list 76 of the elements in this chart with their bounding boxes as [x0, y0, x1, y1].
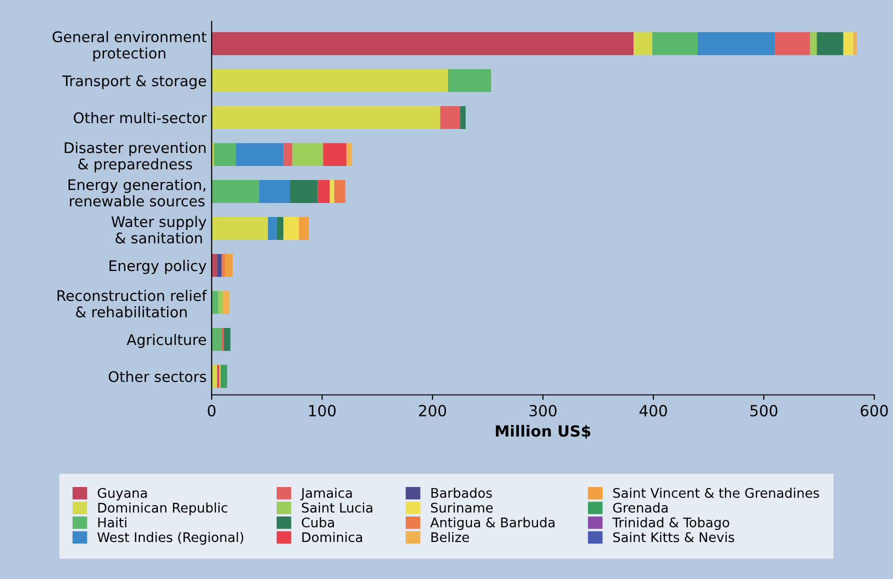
bar [330, 180, 334, 203]
x-tick-label: 200 [419, 404, 446, 416]
bar [217, 254, 222, 277]
bar [214, 143, 236, 166]
bar [334, 180, 346, 203]
bar [222, 254, 225, 277]
bar [218, 290, 223, 314]
bar [212, 69, 448, 92]
y-tick-label: Energy generation, renewable sources [68, 178, 206, 207]
y-tick-label: Other multi-sector [74, 112, 207, 124]
legend-label: Haiti [98, 517, 126, 528]
bar [212, 32, 634, 56]
x-axis-title: Million US$ [496, 424, 590, 439]
y-tick-label: Agriculture [126, 334, 206, 348]
bar [212, 217, 268, 240]
bar [652, 32, 698, 56]
legend-label: Dominican Republic [98, 502, 228, 516]
bar [212, 106, 440, 130]
legend-label: Grenada [613, 502, 668, 513]
legend-label: Cuba [302, 517, 334, 528]
bar [843, 32, 854, 56]
legend-label: Guyana [98, 488, 147, 500]
bar [222, 290, 230, 314]
bar [283, 217, 299, 240]
bar [224, 328, 230, 351]
bar [810, 32, 817, 56]
y-tick-label: Water supply & sanitation [111, 216, 206, 244]
bar [220, 364, 228, 388]
bar [212, 254, 218, 277]
bar [346, 143, 352, 166]
bar [634, 32, 652, 56]
bar [212, 290, 218, 314]
y-tick-label: Reconstruction relief & rehabilitation [58, 290, 208, 318]
bar [212, 364, 218, 388]
legend-label: Jamaica [300, 488, 352, 500]
y-tick-label: Energy policy [110, 260, 206, 274]
bar [276, 217, 284, 240]
bar [292, 143, 324, 166]
x-tick-label: 300 [530, 404, 557, 416]
x-tick-label: 500 [750, 404, 778, 416]
bar [853, 32, 857, 56]
bar [323, 143, 346, 166]
legend-label: Suriname [431, 502, 493, 513]
bar [460, 106, 466, 130]
legend-label: West Indies (Regional) [97, 532, 244, 545]
bar [774, 32, 810, 56]
bar [283, 143, 292, 166]
legend-label: Saint Lucia [302, 502, 372, 513]
legend-label: Antigua & Barbuda [430, 517, 554, 530]
bar [698, 32, 775, 56]
bar [236, 143, 284, 166]
bar [298, 217, 309, 240]
legend-label: Saint Kitts & Nevis [613, 532, 734, 542]
legend-label: Saint Vincent & the Grenadines [613, 488, 820, 498]
y-tick-label: General environment protection [52, 31, 206, 62]
legend-label: Dominica [302, 532, 362, 542]
bar [816, 32, 844, 56]
legend-label: Trinidad & Tobago [612, 517, 730, 530]
bar [290, 180, 318, 203]
legend-label: Belize [431, 532, 469, 542]
x-tick-label: 400 [640, 404, 667, 416]
bar [224, 254, 233, 277]
y-tick-label: Transport & storage [62, 75, 206, 90]
bar [318, 180, 330, 203]
legend-label: Barbados [431, 488, 492, 498]
bar [212, 328, 222, 351]
y-tick-label: Disaster prevention & preparedness [64, 142, 206, 172]
bar [212, 180, 260, 203]
x-tick-label: 0 [208, 404, 216, 416]
bar [448, 69, 492, 92]
bar [268, 217, 277, 240]
x-tick-label: 100 [309, 404, 336, 416]
y-tick-label: Other sectors [108, 370, 206, 382]
bar [259, 180, 290, 203]
x-tick-label: 600 [860, 404, 888, 416]
bar [440, 106, 460, 130]
